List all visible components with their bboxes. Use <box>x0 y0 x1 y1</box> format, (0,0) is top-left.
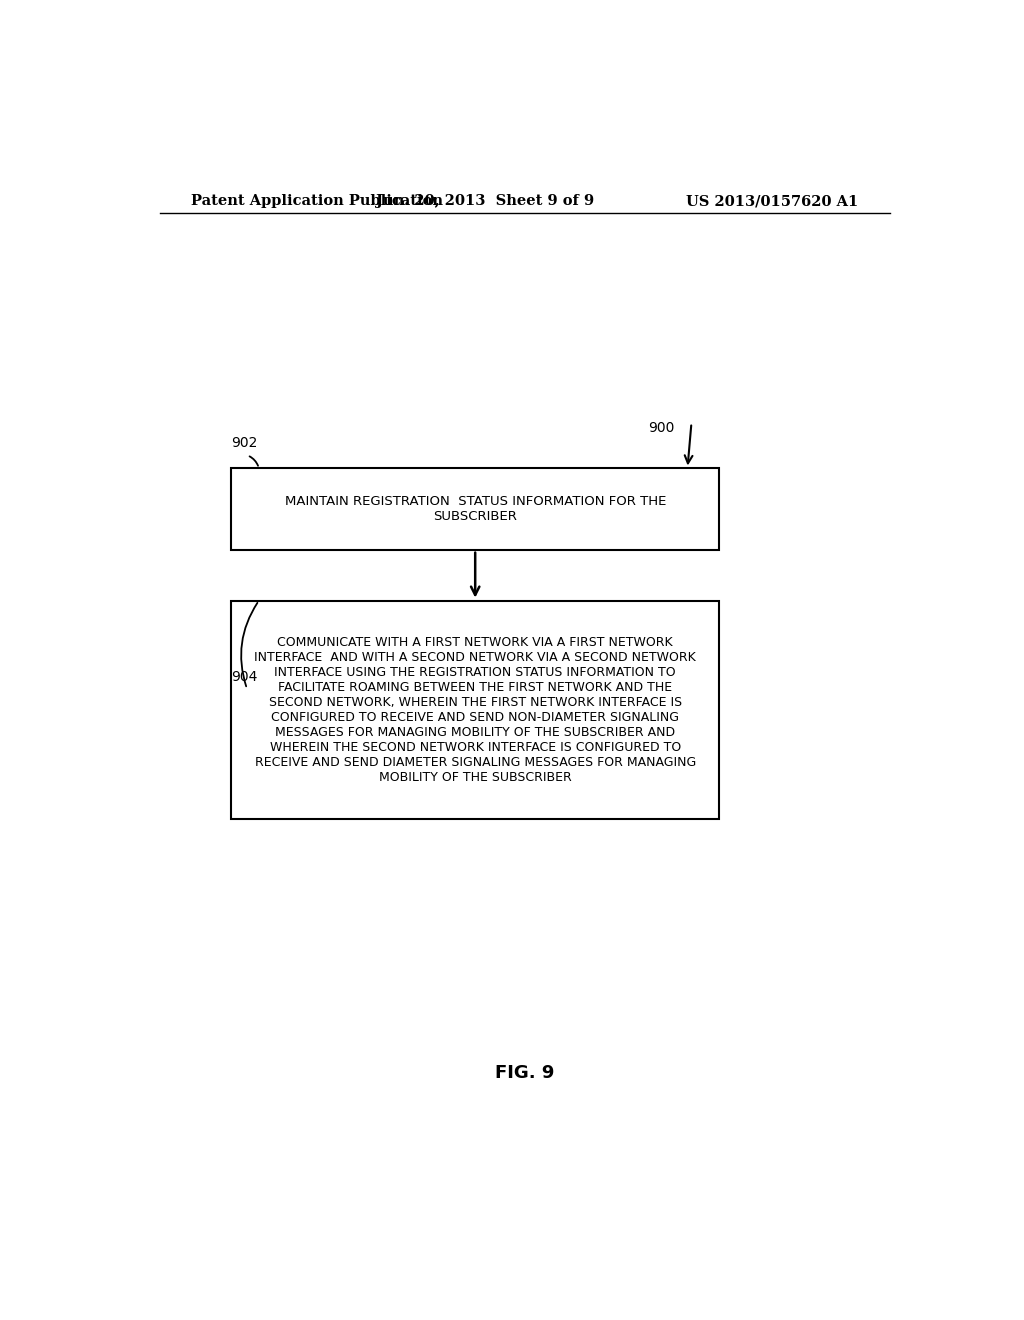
Text: 904: 904 <box>231 669 258 684</box>
Text: Jun. 20, 2013  Sheet 9 of 9: Jun. 20, 2013 Sheet 9 of 9 <box>376 194 594 209</box>
Text: FIG. 9: FIG. 9 <box>496 1064 554 1082</box>
FancyBboxPatch shape <box>231 601 719 818</box>
Text: US 2013/0157620 A1: US 2013/0157620 A1 <box>686 194 858 209</box>
Text: 900: 900 <box>648 421 674 434</box>
FancyBboxPatch shape <box>231 469 719 549</box>
Text: 902: 902 <box>231 436 258 450</box>
Text: Patent Application Publication: Patent Application Publication <box>191 194 443 209</box>
Text: MAINTAIN REGISTRATION  STATUS INFORMATION FOR THE
SUBSCRIBER: MAINTAIN REGISTRATION STATUS INFORMATION… <box>285 495 666 523</box>
Text: COMMUNICATE WITH A FIRST NETWORK VIA A FIRST NETWORK
INTERFACE  AND WITH A SECON: COMMUNICATE WITH A FIRST NETWORK VIA A F… <box>254 636 696 784</box>
